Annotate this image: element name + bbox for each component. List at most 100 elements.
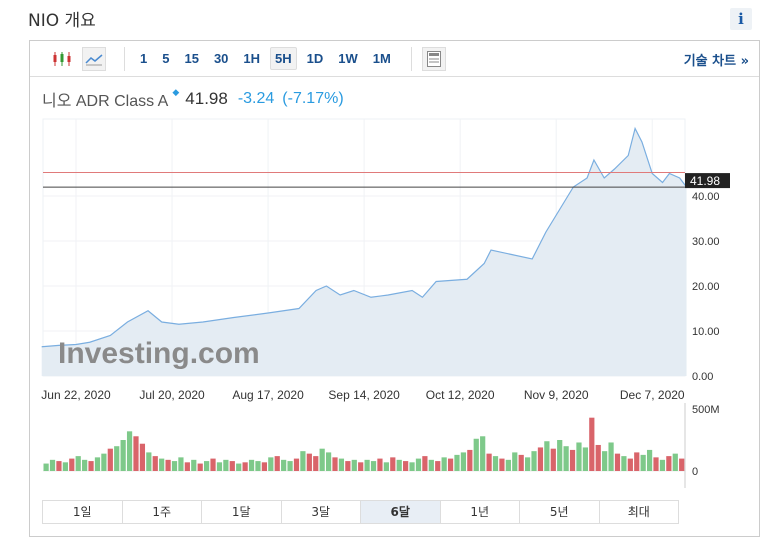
volume-bar — [358, 462, 364, 471]
chart-toolbar: 1 5 15 30 1H 5H 1D 1W 1M 기술 차트 » — [30, 41, 759, 77]
last-price-tag-label: 41.98 — [690, 174, 720, 188]
interval-1d[interactable]: 1D — [306, 51, 324, 66]
volume-bar — [248, 459, 255, 471]
news-icon[interactable] — [421, 46, 446, 71]
volume-bar — [531, 451, 537, 471]
volume-bar — [447, 458, 454, 471]
volume-bar — [614, 453, 621, 471]
range-button[interactable]: 1일 — [43, 501, 123, 523]
y-tick-label: 10.00 — [692, 326, 720, 338]
range-button[interactable]: 6달 — [361, 501, 441, 523]
y-tick-label: 40.00 — [692, 191, 720, 203]
volume-bar — [49, 459, 56, 471]
volume-bar — [390, 457, 396, 471]
volume-bar — [146, 452, 152, 471]
price-chart[interactable]: Investing.com 0.00 10.00 20.00 30.00 40.00 41.… — [30, 113, 759, 498]
volume-bar — [75, 456, 81, 471]
interval-30[interactable]: 30 — [213, 51, 229, 66]
interval-1m[interactable]: 1M — [372, 51, 391, 66]
volume-bar — [287, 461, 293, 471]
volume-bar — [210, 458, 216, 471]
volume-bar — [602, 451, 608, 471]
interval-1h[interactable]: 1H — [243, 51, 261, 66]
volume-bar — [518, 454, 524, 471]
volume-bar — [428, 459, 434, 471]
price-change-percent: (-7.17%) — [282, 90, 344, 107]
y-tick-label: 30.00 — [692, 236, 720, 248]
volume-bar — [345, 461, 351, 471]
y-tick-label: 20.00 — [692, 281, 720, 293]
range-button[interactable]: 3달 — [282, 501, 361, 523]
volume-bar — [377, 458, 383, 471]
volume-bar — [216, 462, 223, 471]
price-change: -3.24 — [237, 90, 275, 107]
volume-bar — [204, 461, 210, 471]
volume-bar — [139, 443, 146, 471]
volume-bar — [94, 457, 101, 471]
volume-bar — [197, 463, 203, 471]
technical-chart-link[interactable]: 기술 차트 » — [683, 54, 749, 69]
volume-bar — [114, 446, 120, 471]
volume-bar — [43, 463, 49, 471]
volume-bar — [159, 458, 165, 471]
volume-bar — [56, 461, 62, 471]
volume-bar — [627, 458, 633, 471]
volume-bar — [184, 462, 190, 471]
volume-bar — [261, 462, 267, 471]
price-line — [41, 126, 688, 348]
diamond-icon: ◆ — [172, 87, 180, 97]
interval-1w[interactable]: 1W — [338, 51, 358, 66]
volume-bar — [133, 436, 139, 471]
volume-bar — [409, 462, 415, 471]
x-tick-label: Jul 20, 2020 — [139, 388, 205, 402]
volume-bar — [576, 442, 582, 471]
candlestick-chart-icon[interactable] — [50, 47, 74, 71]
interval-1[interactable]: 1 — [140, 51, 148, 66]
x-tick-label: Oct 12, 2020 — [426, 388, 495, 402]
volume-bar — [569, 449, 576, 471]
volume-bar — [480, 436, 486, 471]
volume-bar — [499, 458, 505, 471]
range-button[interactable]: 5년 — [520, 501, 600, 523]
interval-5h[interactable]: 5H — [270, 47, 297, 70]
volume-bar — [306, 453, 312, 471]
volume-bar — [512, 452, 518, 471]
chart-widget: 1 5 15 30 1H 5H 1D 1W 1M 기술 차트 » 니오 ADR Class A … — [29, 40, 760, 537]
volume-bar — [351, 459, 357, 471]
range-button[interactable]: 1주 — [123, 501, 202, 523]
volume-bar — [486, 453, 492, 471]
volume-bar — [281, 459, 287, 471]
volume-bar — [557, 440, 563, 471]
range-button[interactable]: 1달 — [202, 501, 282, 523]
range-button[interactable]: 1년 — [441, 501, 520, 523]
volume-bar — [120, 440, 126, 471]
x-tick-label: Sep 14, 2020 — [328, 388, 400, 402]
volume-bar — [582, 447, 588, 471]
volume-bar — [364, 459, 370, 471]
range-button[interactable]: 최대 — [627, 505, 650, 519]
last-price-tag — [685, 173, 730, 189]
volume-bar — [396, 459, 402, 471]
interval-5[interactable]: 5 — [162, 51, 170, 66]
volume-bar — [383, 462, 389, 471]
volume-bar — [62, 462, 68, 471]
volume-bar — [165, 459, 171, 471]
volume-bar — [550, 448, 556, 471]
volume-bar — [621, 456, 627, 471]
volume-bar — [679, 458, 685, 471]
volume-bar — [268, 457, 274, 471]
volume-bar — [191, 459, 197, 471]
area-chart-icon[interactable] — [82, 46, 106, 71]
volume-bar — [460, 452, 467, 471]
volume-bar — [300, 451, 306, 471]
volume-bar — [325, 452, 332, 471]
volume-bar — [422, 456, 428, 471]
volume-bar — [653, 457, 659, 471]
volume-max-label: 500M — [692, 404, 720, 416]
interval-15[interactable]: 15 — [184, 51, 199, 66]
volume-bar — [69, 458, 75, 471]
volume-bar — [435, 461, 441, 471]
volume-bar — [608, 442, 614, 471]
divider — [124, 46, 125, 71]
info-button[interactable]: i — [730, 8, 752, 30]
